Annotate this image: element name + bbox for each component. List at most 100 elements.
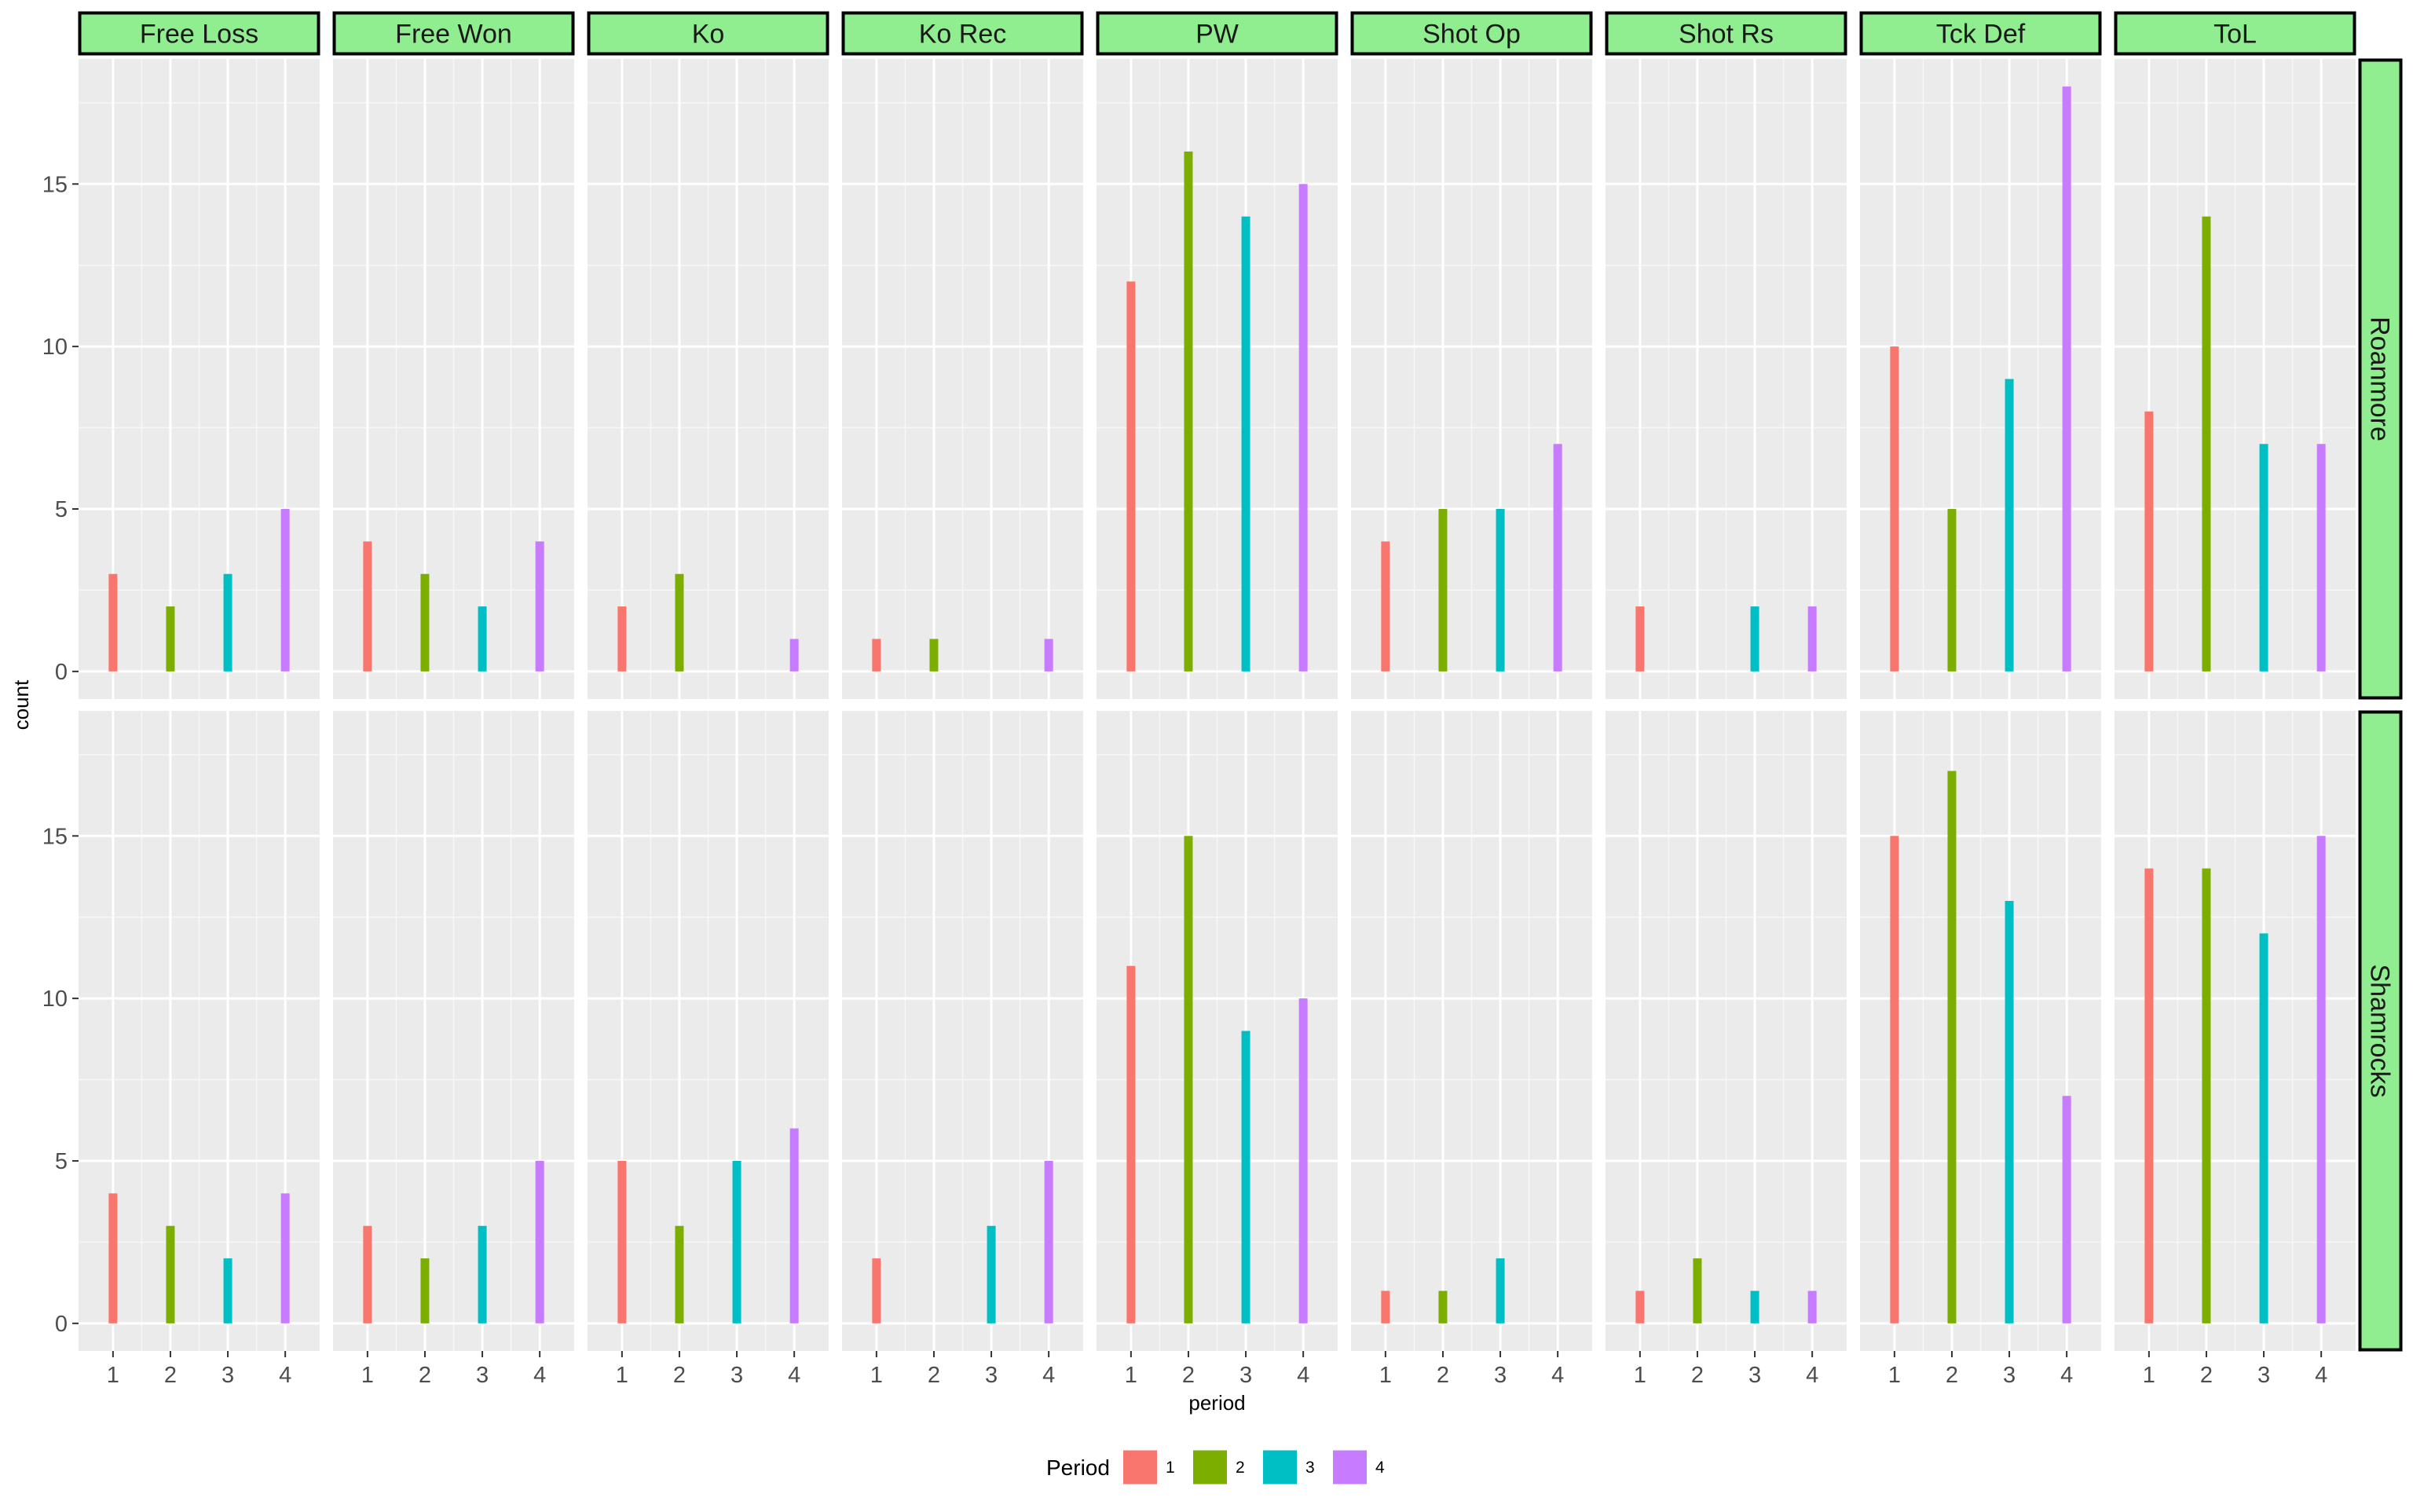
bar-shamrocks-ko-rec-period-4: [1044, 1160, 1053, 1323]
bar-shamrocks-tck-def-period-4: [2062, 1096, 2071, 1323]
bar-shamrocks-shot-op-period-2: [1438, 1291, 1448, 1323]
bar-shamrocks-tol-period-1: [2144, 868, 2154, 1323]
bar-roanmore-free-loss-period-1: [108, 573, 118, 672]
bar-roanmore-pw-period-4: [1298, 184, 1308, 672]
legend-entry-label: 4: [1375, 1459, 1385, 1477]
x-tick-label: 3: [1239, 1363, 1252, 1388]
x-tick-label: 4: [1042, 1363, 1055, 1388]
x-tick-label: 3: [222, 1363, 234, 1388]
x-tick-label: 1: [870, 1363, 883, 1388]
bar-roanmore-shot-rs-period-3: [1750, 606, 1759, 672]
x-tick-label: 2: [164, 1363, 177, 1388]
bar-roanmore-tol-period-1: [2144, 411, 2154, 672]
bar-roanmore-tol-period-4: [2316, 444, 2326, 672]
x-tick-label: 4: [533, 1363, 546, 1388]
bar-shamrocks-free-loss-period-4: [280, 1193, 290, 1323]
bar-roanmore-ko-period-4: [789, 639, 799, 672]
bar-shamrocks-free-loss-period-1: [108, 1193, 118, 1323]
bar-shamrocks-pw-period-4: [1298, 998, 1308, 1323]
x-tick-label: 1: [616, 1363, 628, 1388]
x-tick-label: 1: [1125, 1363, 1137, 1388]
facet-strip-column: [1605, 11, 1847, 56]
bar-shamrocks-ko-rec-period-1: [872, 1258, 881, 1323]
x-tick-label: 1: [1379, 1363, 1392, 1388]
bar-shamrocks-tck-def-period-2: [1947, 771, 1957, 1323]
y-tick-label: 5: [55, 497, 68, 522]
bar-roanmore-free-won-period-4: [535, 541, 544, 672]
facet-strip-row-label: Roanmore: [2365, 317, 2395, 441]
bar-shamrocks-pw-period-1: [1126, 965, 1136, 1323]
facet-strip-column: [2114, 11, 2356, 56]
x-tick-label: 4: [2060, 1363, 2073, 1388]
x-tick-label: 4: [788, 1363, 800, 1388]
y-tick-label: 0: [55, 1312, 68, 1337]
x-tick-label: 4: [2315, 1363, 2327, 1388]
bar-shamrocks-ko-period-4: [789, 1128, 799, 1323]
bar-shamrocks-pw-period-2: [1184, 836, 1193, 1323]
y-tick-label: 0: [55, 660, 68, 685]
facet-strip-column: [587, 11, 829, 56]
facet-strip-column-label: Free Won: [395, 20, 512, 49]
y-tick-label: 15: [42, 824, 68, 849]
x-tick-label: 3: [1494, 1363, 1507, 1388]
x-tick-label: 4: [1551, 1363, 1564, 1388]
bar-roanmore-free-won-period-2: [420, 573, 430, 672]
legend-title: Period: [1046, 1455, 1110, 1480]
bar-shamrocks-shot-rs-period-2: [1693, 1258, 1702, 1323]
facet-strip-column: [1859, 11, 2102, 56]
facet-strip-column: [1350, 11, 1593, 56]
x-tick-label: 3: [476, 1363, 489, 1388]
bar-roanmore-ko-rec-period-1: [872, 639, 881, 672]
bar-shamrocks-shot-op-period-1: [1381, 1291, 1390, 1323]
facet-strip-row: [2358, 58, 2403, 700]
bar-shamrocks-shot-rs-period-1: [1635, 1291, 1645, 1323]
legend-key-swatch: [1333, 1450, 1367, 1485]
facet-strip-column-label: ToL: [2213, 20, 2257, 49]
y-tick-label: 5: [55, 1149, 68, 1174]
x-tick-label: 1: [361, 1363, 374, 1388]
x-tick-label: 3: [2003, 1363, 2016, 1388]
x-tick-label: 2: [1437, 1363, 1449, 1388]
bar-roanmore-ko-rec-period-4: [1044, 639, 1053, 672]
bar-shamrocks-ko-rec-period-3: [987, 1225, 996, 1323]
bar-roanmore-tck-def-period-4: [2062, 86, 2071, 672]
facet-strip-column: [332, 11, 575, 56]
facet-strip-row: [2358, 710, 2403, 1352]
x-tick-label: 3: [2257, 1363, 2270, 1388]
bar-roanmore-tck-def-period-1: [1890, 346, 1899, 672]
y-tick-label: 10: [42, 987, 68, 1012]
bar-roanmore-shot-op-period-2: [1438, 508, 1448, 672]
bar-shamrocks-ko-period-2: [675, 1225, 684, 1323]
bar-shamrocks-tol-period-4: [2316, 836, 2326, 1323]
y-tick-label: 15: [42, 172, 68, 197]
bar-roanmore-pw-period-3: [1241, 216, 1250, 672]
bar-roanmore-ko-rec-period-2: [929, 639, 939, 672]
x-tick-label: 1: [1888, 1363, 1901, 1388]
bar-shamrocks-shot-op-period-3: [1496, 1258, 1505, 1323]
bar-roanmore-free-loss-period-3: [223, 573, 233, 672]
bar-roanmore-free-loss-period-2: [166, 606, 175, 672]
bar-shamrocks-free-won-period-3: [478, 1225, 487, 1323]
x-tick-label: 4: [1806, 1363, 1818, 1388]
bar-roanmore-tol-period-3: [2259, 444, 2268, 672]
facet-strip-column-label: Ko: [692, 20, 725, 49]
facet-strip-column-label: Tck Def: [1936, 20, 2026, 49]
x-tick-label: 4: [279, 1363, 291, 1388]
bar-shamrocks-free-loss-period-3: [223, 1258, 233, 1323]
x-tick-label: 1: [1634, 1363, 1646, 1388]
x-tick-label: 3: [985, 1363, 998, 1388]
x-tick-label: 2: [673, 1363, 686, 1388]
bar-shamrocks-free-won-period-4: [535, 1160, 544, 1323]
legend-key-swatch: [1263, 1450, 1297, 1485]
x-tick-label: 2: [1691, 1363, 1704, 1388]
bar-roanmore-free-won-period-1: [363, 541, 372, 672]
x-tick-label: 1: [2143, 1363, 2155, 1388]
facet-strip-column-label: Shot Rs: [1679, 20, 1774, 49]
bar-roanmore-pw-period-1: [1126, 281, 1136, 672]
legend-key-swatch: [1193, 1450, 1227, 1485]
facet-strip-column: [78, 11, 320, 56]
x-tick-label: 2: [1946, 1363, 1958, 1388]
facet-strip-column-label: Ko Rec: [919, 20, 1007, 49]
bar-shamrocks-ko-period-3: [732, 1160, 741, 1323]
